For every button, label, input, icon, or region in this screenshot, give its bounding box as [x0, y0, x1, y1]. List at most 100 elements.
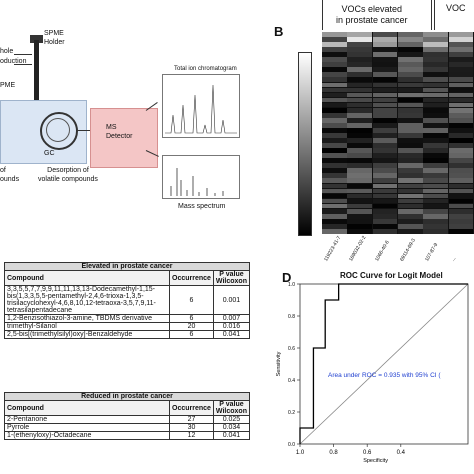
heatmap-cell — [322, 57, 347, 62]
heatmap-cell — [347, 97, 373, 103]
heatmap-cell — [398, 37, 423, 42]
table-row: trimethyl-Silanol 20 0.016 — [4, 322, 251, 331]
heatmap-cell — [448, 188, 474, 194]
compound-cell: 2,5-bis[(trimethylsilyl)oxy]-Benzaldehyd… — [4, 330, 170, 339]
heatmap-cell — [372, 57, 398, 62]
heatmap-cell — [322, 77, 347, 83]
elevated-col-compound: Compound — [4, 270, 170, 286]
heatmap-cell — [423, 62, 449, 68]
heatmap-cell — [398, 47, 423, 52]
heatmap-cell — [347, 47, 373, 52]
group1-bracket — [322, 0, 432, 30]
gc-column-inner-icon — [46, 118, 70, 142]
heatmap-cell — [423, 143, 449, 148]
label-oduction: oduction — [0, 58, 27, 65]
heatmap-cell — [372, 92, 398, 98]
heatmap-cell — [322, 133, 347, 138]
heatmap-cell — [423, 77, 449, 83]
heatmap-cell — [398, 87, 423, 93]
heatmap-cell — [398, 67, 423, 73]
heatmap-cell — [372, 163, 398, 169]
heatmap-cell — [423, 163, 449, 169]
occurrence-cell: 27 — [169, 415, 214, 424]
heatmap-cell — [322, 188, 347, 194]
p-value-cell: 0.025 — [212, 415, 251, 424]
heatmap-cell — [372, 62, 398, 68]
heatmap-cell — [372, 67, 398, 73]
heatmap-cell — [347, 163, 373, 169]
heatmap-cell — [398, 42, 423, 47]
heatmap-cell — [372, 47, 398, 52]
spme-holder-cap — [30, 35, 43, 43]
heatmap-cell — [423, 107, 449, 113]
occurrence-cell: 12 — [169, 431, 214, 440]
heatmap-cell — [398, 102, 423, 108]
occurrence-cell: 30 — [169, 423, 214, 432]
heatmap-cell — [398, 178, 423, 184]
heatmap-cell — [322, 213, 347, 219]
heatmap-cell — [448, 133, 474, 138]
compound-cell: 1,2-Benzisothiazol-3-amine, TBDMS deriva… — [4, 314, 170, 323]
panel-b: B VOCs elevated in prostate cancer VOC 1… — [270, 0, 474, 270]
heatmap-cell — [347, 57, 373, 62]
heatmap-cell — [372, 198, 398, 204]
label-pme: PME — [0, 82, 16, 89]
group2-label: VOC — [446, 3, 466, 13]
heatmap-cell — [423, 213, 449, 219]
heatmap-cell — [398, 223, 423, 229]
heatmap-x-label: 169032-02-2 — [348, 234, 368, 263]
panel-a: hole oduction PME SPME Holder GC MS Dete… — [0, 0, 250, 215]
heatmap-cell — [398, 198, 423, 204]
heatmap-cell — [423, 193, 449, 199]
heatmap-cell — [347, 67, 373, 73]
heatmap-cell — [372, 72, 398, 78]
roc-x-tick-label: 0.6 — [363, 450, 372, 456]
heatmap-cell — [347, 153, 373, 158]
heatmap-cell — [398, 138, 423, 143]
heatmap-cell — [423, 203, 449, 209]
heatmap-cell — [347, 188, 373, 194]
label-spme-holder: SPME Holder — [44, 30, 65, 46]
heatmap-cell — [423, 97, 449, 103]
heatmap-cell — [347, 148, 373, 153]
heatmap-cell — [448, 62, 474, 68]
heatmap-cell — [347, 193, 373, 199]
heatmap-cell — [398, 203, 423, 209]
heatmap-cell — [322, 148, 347, 153]
color-scale-bar — [298, 52, 312, 236]
heatmap-cell — [322, 173, 347, 179]
heatmap-cell — [372, 117, 398, 123]
heatmap-cell — [448, 87, 474, 93]
reduced-table: Reduced in prostate cancer Compound Occu… — [4, 392, 251, 440]
roc-reference-line — [299, 283, 469, 445]
heatmap-cell — [372, 153, 398, 158]
table-row: 1-(ethenyloxy)-Octadecane 12 0.041 — [4, 431, 251, 440]
heatmap-cell — [372, 107, 398, 113]
heatmap-cell — [448, 77, 474, 83]
heatmap-cell — [398, 107, 423, 113]
heatmap-cell — [448, 127, 474, 133]
mass-spectrum-svg — [170, 168, 224, 196]
heatmap-cell — [448, 32, 474, 37]
heatmap-cell — [448, 203, 474, 209]
heatmap-cell — [423, 82, 449, 88]
heatmap-cell — [322, 127, 347, 133]
gc-column-icon — [40, 112, 78, 150]
heatmap-cell — [372, 183, 398, 189]
heatmap-cell — [448, 97, 474, 103]
heatmap-cell — [372, 188, 398, 194]
heatmap-cell — [372, 97, 398, 103]
heatmap-cell — [322, 112, 347, 118]
heatmap-cell — [372, 213, 398, 219]
heatmap-cell — [423, 188, 449, 194]
spme-holder-icon — [34, 40, 39, 102]
heatmap-cell — [398, 62, 423, 68]
heatmap-cell — [322, 37, 347, 42]
heatmap-cell — [398, 32, 423, 37]
heatmap-cell — [448, 117, 474, 123]
heatmap-x-labels: 119223-41-7 169032-02-2 1066-40-6 69114-69-… — [322, 234, 474, 268]
elevated-table: Elevated in prostate cancer Compound Occ… — [4, 262, 251, 339]
heatmap-cell — [322, 102, 347, 108]
heatmap-cell — [347, 72, 373, 78]
heatmap-cell — [398, 112, 423, 118]
